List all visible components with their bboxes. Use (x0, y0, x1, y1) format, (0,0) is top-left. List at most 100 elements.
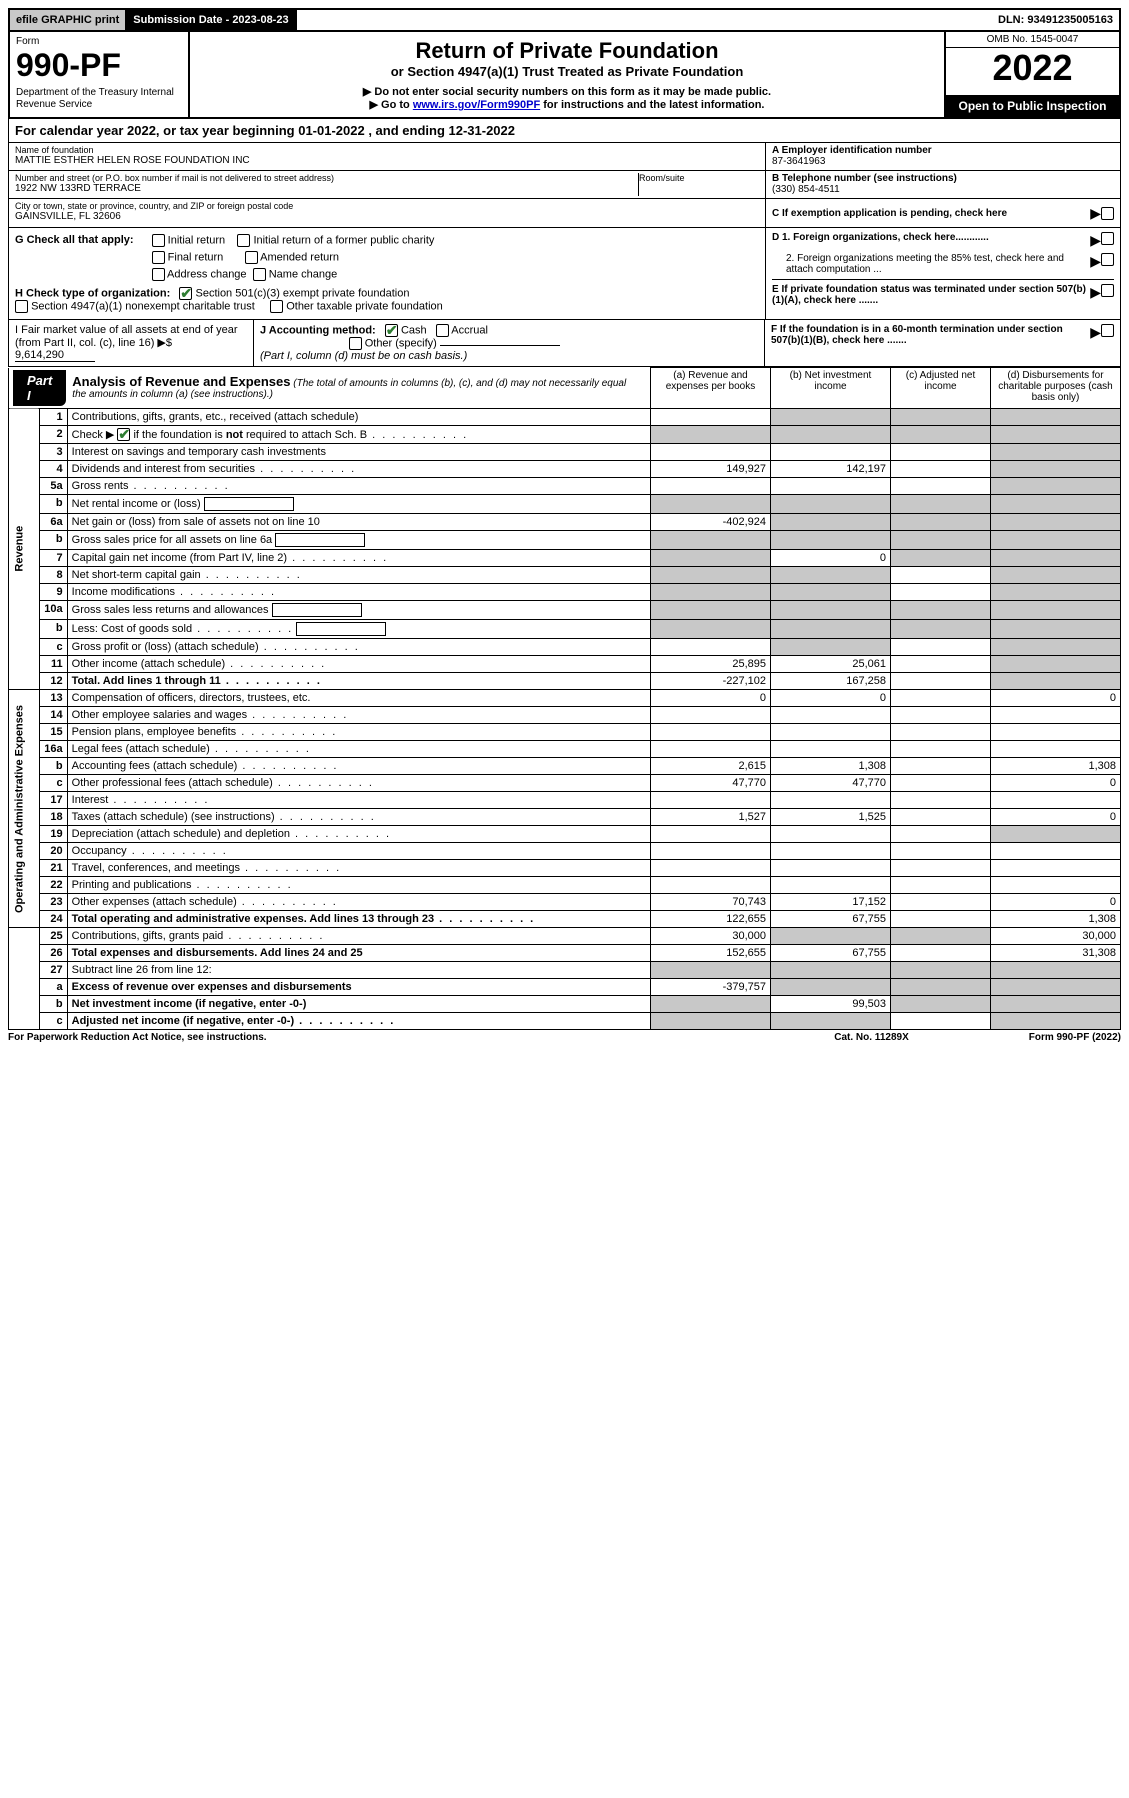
city-label: City or town, state or province, country… (15, 201, 759, 211)
row-15-num: 15 (39, 724, 67, 741)
i-label: I Fair market value of all assets at end… (15, 324, 238, 349)
r6a-a: -402,924 (651, 514, 771, 531)
row-21-num: 21 (39, 860, 67, 877)
city-state-zip: GAINSVILLE, FL 32606 (15, 211, 759, 222)
g-initial-return-cb[interactable] (152, 234, 165, 247)
calendar-year-line: For calendar year 2022, or tax year begi… (8, 119, 1121, 143)
h-other-cb[interactable] (270, 300, 283, 313)
g-final-cb[interactable] (152, 251, 165, 264)
fmv-value: 9,614,290 (15, 349, 95, 362)
row-6b-desc: Gross sales price for all assets on line… (67, 531, 650, 550)
j-other: Other (specify) (365, 337, 437, 349)
row-20-desc: Occupancy (67, 843, 650, 860)
instr2-pre: ▶ Go to (370, 99, 413, 111)
dln-label: DLN: 93491235005163 (992, 10, 1119, 30)
expenses-side-label: Operating and Administrative Expenses (9, 690, 40, 928)
instr-line1: ▶ Do not enter social security numbers o… (196, 85, 938, 98)
g-address-cb[interactable] (152, 268, 165, 281)
foundation-name: MATTIE ESTHER HELEN ROSE FOUNDATION INC (15, 155, 759, 166)
row-3-num: 3 (39, 444, 67, 461)
r23-a: 70,743 (651, 894, 771, 911)
r16b-a: 2,615 (651, 758, 771, 775)
col-c-header: (c) Adjusted net income (891, 368, 991, 409)
row-17-desc: Interest (67, 792, 650, 809)
h-o3: Other taxable private foundation (286, 300, 443, 312)
row-9-num: 9 (39, 584, 67, 601)
dept-treasury: Department of the Treasury Internal Reve… (16, 87, 182, 111)
row-27a-num: a (39, 979, 67, 996)
tax-year: 2022 (946, 48, 1119, 88)
j-other-cb[interactable] (349, 337, 362, 350)
r12-b: 167,258 (771, 673, 891, 690)
omb-number: OMB No. 1545-0047 (946, 32, 1119, 48)
r13-b: 0 (771, 690, 891, 707)
row-27a-desc: Excess of revenue over expenses and disb… (67, 979, 650, 996)
row-26-desc: Total expenses and disbursements. Add li… (67, 945, 650, 962)
revenue-side-label: Revenue (9, 408, 40, 690)
tel-cell: B Telephone number (see instructions) (3… (766, 171, 1120, 199)
e-cb[interactable] (1101, 284, 1114, 297)
info-block: Name of foundation MATTIE ESTHER HELEN R… (8, 143, 1121, 228)
r11-b: 25,061 (771, 656, 891, 673)
row-11-desc: Other income (attach schedule) (67, 656, 650, 673)
g-amended-cb[interactable] (245, 251, 258, 264)
c-checkbox[interactable] (1101, 207, 1114, 220)
row-27-desc: Subtract line 26 from line 12: (67, 962, 650, 979)
r18-d: 0 (991, 809, 1121, 826)
row-1-num: 1 (39, 408, 67, 425)
row-2-desc: Check ▶ if the foundation is not require… (67, 425, 650, 444)
j-block: J Accounting method: Cash Accrual Other … (254, 320, 765, 366)
row-20-num: 20 (39, 843, 67, 860)
form-word: Form (16, 36, 182, 47)
header-title-block: Return of Private Foundation or Section … (190, 32, 944, 117)
addr-label: Number and street (or P.O. box number if… (15, 173, 638, 183)
j-cash-cb[interactable] (385, 324, 398, 337)
row-14-num: 14 (39, 707, 67, 724)
r18-a: 1,527 (651, 809, 771, 826)
row-27c-num: c (39, 1013, 67, 1030)
g-o4: Amended return (260, 251, 339, 263)
row-25-num: 25 (39, 928, 67, 945)
r26-b: 67,755 (771, 945, 891, 962)
row-22-num: 22 (39, 877, 67, 894)
schb-checkbox[interactable] (117, 428, 130, 441)
ein-label: A Employer identification number (772, 145, 1114, 156)
r23-b: 17,152 (771, 894, 891, 911)
r25-d: 30,000 (991, 928, 1121, 945)
row-5a-num: 5a (39, 478, 67, 495)
r25-a: 30,000 (651, 928, 771, 945)
part1-tab: Part I (13, 370, 66, 406)
r16c-b: 47,770 (771, 775, 891, 792)
g-block: G Check all that apply: Initial return I… (9, 228, 765, 319)
e-label: E If private foundation status was termi… (772, 284, 1090, 306)
row-18-num: 18 (39, 809, 67, 826)
efile-print-button[interactable]: efile GRAPHIC print (10, 10, 127, 30)
h-4947-cb[interactable] (15, 300, 28, 313)
g-o2: Initial return of a former public charit… (253, 234, 434, 246)
row-7-num: 7 (39, 550, 67, 567)
page-footer: For Paperwork Reduction Act Notice, see … (8, 1030, 1121, 1043)
f-cb[interactable] (1101, 324, 1114, 337)
header-right: OMB No. 1545-0047 2022 Open to Public In… (944, 32, 1119, 117)
row-10c-num: c (39, 639, 67, 656)
row-7-desc: Capital gain net income (from Part IV, l… (67, 550, 650, 567)
h-label: H Check type of organization: (15, 287, 170, 299)
g-initial-former-cb[interactable] (237, 234, 250, 247)
d2-cb[interactable] (1101, 253, 1114, 266)
foundation-name-cell: Name of foundation MATTIE ESTHER HELEN R… (9, 143, 765, 171)
open-to-public: Open to Public Inspection (946, 95, 1119, 117)
pointer-icon: ▶ (1090, 324, 1101, 346)
row-16a-num: 16a (39, 741, 67, 758)
d1-cb[interactable] (1101, 232, 1114, 245)
r2-pre: Check ▶ (72, 429, 118, 441)
row-5b-num: b (39, 495, 67, 514)
r2-post: if the foundation is not required to att… (130, 429, 367, 441)
g-name-cb[interactable] (253, 268, 266, 281)
form990pf-link[interactable]: www.irs.gov/Form990PF (413, 99, 540, 111)
r24-b: 67,755 (771, 911, 891, 928)
r13-a: 0 (651, 690, 771, 707)
row-8-desc: Net short-term capital gain (67, 567, 650, 584)
r4-b: 142,197 (771, 461, 891, 478)
j-accrual-cb[interactable] (436, 324, 449, 337)
h-501c3-cb[interactable] (179, 287, 192, 300)
